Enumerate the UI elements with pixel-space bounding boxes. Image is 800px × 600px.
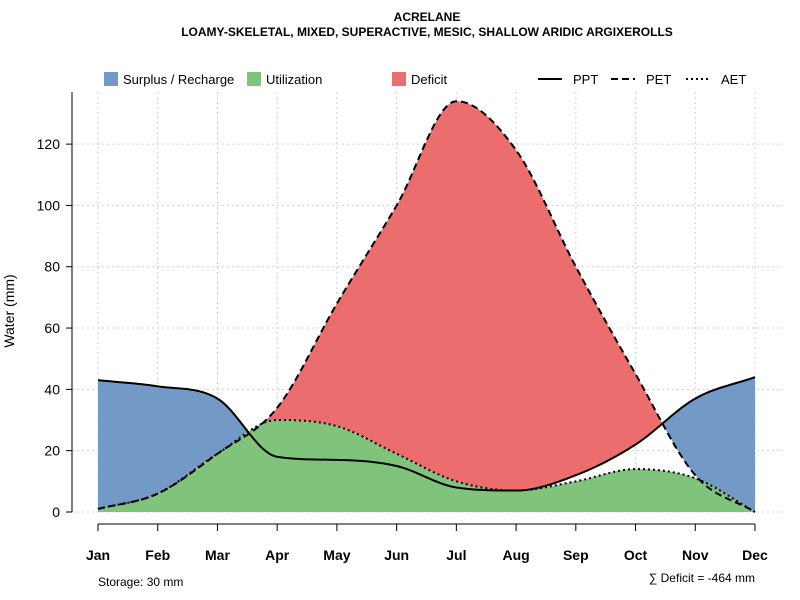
chart-title: ACRELANE	[394, 10, 461, 24]
legend-swatch-utilization	[247, 72, 261, 86]
x-tick-label: Mar	[205, 547, 230, 563]
surplus-recharge-area	[98, 101, 755, 512]
x-tick-label: May	[323, 547, 350, 563]
x-tick-label: Aug	[502, 547, 529, 563]
x-tick-label: Apr	[265, 547, 290, 563]
legend-label-pet: PET	[646, 72, 671, 87]
deficit-annotation: ∑ Deficit = -464 mm	[649, 571, 755, 585]
legend-swatch-deficit	[392, 72, 406, 86]
water-balance-areas	[98, 101, 755, 512]
chart-subtitle: LOAMY-SKELETAL, MIXED, SUPERACTIVE, MESI…	[181, 25, 673, 39]
y-tick-label: 0	[52, 504, 60, 520]
pet-line	[97, 100, 756, 513]
chart-axes: 0 20 40 60 80 100 120 Jan Feb Mar Apr May Jun Jul Aug S…	[37, 92, 768, 563]
utilization-area	[98, 420, 755, 512]
legend-label-utilization: Utilization	[266, 72, 322, 87]
x-tick-label: Oct	[624, 547, 648, 563]
x-tick-label: Nov	[682, 547, 709, 563]
deficit-area	[98, 101, 755, 512]
chart-legend: Surplus / Recharge Utilization Deficit PPT P…	[104, 72, 746, 87]
water-balance-lines	[97, 100, 756, 513]
legend-label-ppt: PPT	[573, 72, 598, 87]
x-tick-label: Feb	[145, 547, 170, 563]
x-tick-label: Sep	[563, 547, 589, 563]
y-tick-label: 40	[44, 381, 60, 397]
y-tick-label: 20	[44, 443, 60, 459]
y-tick-label: 100	[37, 197, 61, 213]
ppt-line	[97, 376, 756, 492]
legend-label-deficit: Deficit	[411, 72, 448, 87]
storage-annotation: Storage: 30 mm	[98, 575, 183, 589]
y-axis-label: Water (mm)	[1, 274, 17, 347]
y-tick-label: 80	[44, 259, 60, 275]
legend-label-surplus-recharge: Surplus / Recharge	[123, 72, 234, 87]
x-tick-label: Dec	[742, 547, 768, 563]
legend-swatch-surplus-recharge	[104, 72, 118, 86]
legend-label-aet: AET	[721, 72, 746, 87]
x-tick-label: Jan	[86, 547, 110, 563]
y-tick-label: 60	[44, 320, 60, 336]
x-tick-label: Jun	[384, 547, 409, 563]
x-tick-label: Jul	[446, 547, 466, 563]
y-tick-label: 120	[37, 136, 61, 152]
